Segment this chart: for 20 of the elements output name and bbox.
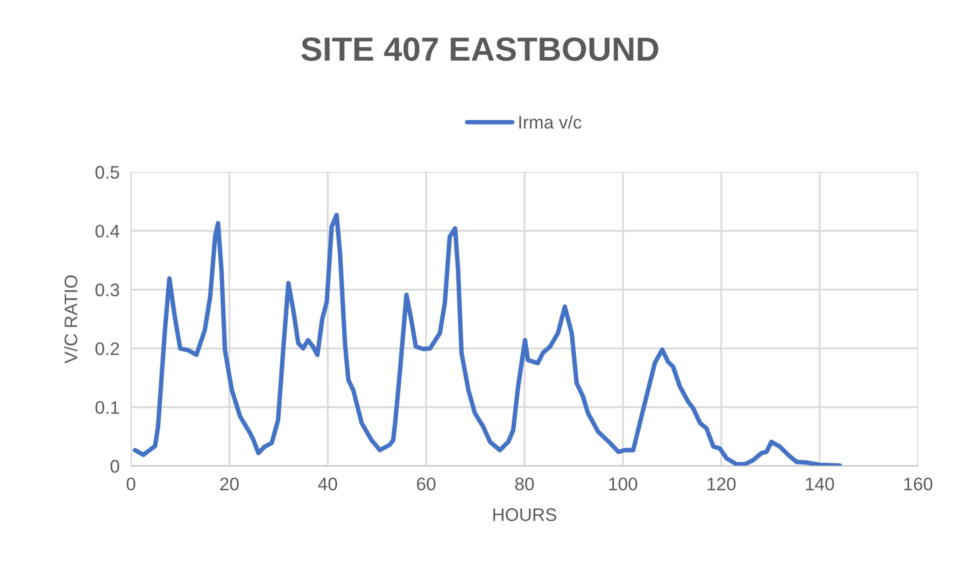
x-axis-title: HOURS [493, 508, 556, 522]
y-axis-title: V/C RATIO [64, 275, 78, 364]
y-tick-label: 0.2 [95, 342, 119, 356]
x-tick-label: 160 [904, 478, 932, 490]
x-tick-label: 140 [806, 478, 834, 490]
x-tick-label: 40 [318, 478, 338, 490]
line-series [132, 212, 842, 466]
x-tick-label: 0 [126, 478, 136, 490]
chart-title: SITE 407 EASTBOUND [301, 37, 658, 61]
y-tick-label: 0.4 [95, 224, 120, 238]
y-tick-label: 0.3 [95, 284, 120, 296]
x-tick-label: 120 [708, 478, 736, 490]
legend-label: Irma v/c [519, 115, 582, 129]
x-tick-label: 60 [417, 478, 436, 490]
y-tick-label: 0 [110, 460, 120, 473]
x-tick-label: 20 [220, 478, 239, 490]
x-tick-label: 80 [515, 478, 534, 490]
y-tick-label: 0.1 [95, 401, 120, 414]
y-tick-label: 0.5 [95, 166, 120, 179]
x-tick-label: 100 [609, 478, 638, 490]
